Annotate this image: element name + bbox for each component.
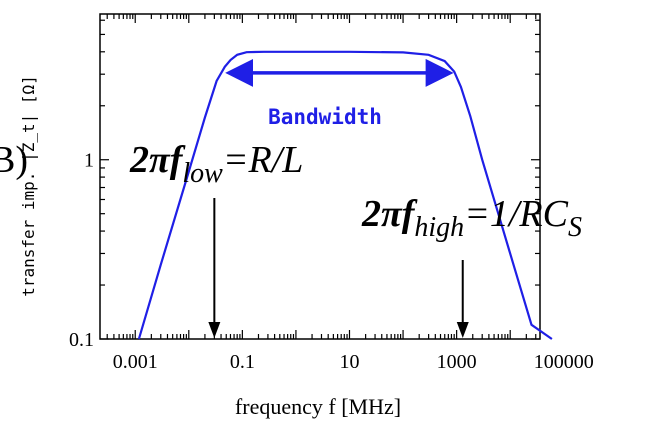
f-low-rest: =R/L <box>223 139 304 181</box>
f-high-prefix: 2π <box>361 193 403 235</box>
f-high-rest: =1/RC <box>464 193 568 235</box>
y-tick-labels: 0.11 <box>69 150 94 351</box>
x-tick-label: 0.1 <box>230 351 255 373</box>
x-tick-label: 1000 <box>437 351 477 373</box>
bandwidth-label: Bandwidth <box>268 105 382 129</box>
x-tick-label: 0.001 <box>113 351 158 373</box>
x-tick-labels: 0.001 0.1 10 1000 100000 <box>113 351 594 373</box>
f-high-rest-sub: S <box>568 212 582 243</box>
x-tick-label: 10 <box>339 351 359 373</box>
f-high-sub: high <box>414 212 464 243</box>
f-low-prefix: 2π <box>129 139 171 181</box>
y-axis-label: transfer imp. |Z_t| [Ω] <box>19 75 38 297</box>
f-high-formula: 2πfhigh=1/RCS <box>361 193 582 243</box>
left-fragment-label: B) <box>0 139 28 181</box>
f-high-arrow-head <box>457 322 469 338</box>
x-axis-label: frequency f [MHz] <box>235 394 401 419</box>
y-tick-label: 1 <box>84 150 94 172</box>
f-low-formula: 2πflow=R/L <box>129 139 303 189</box>
x-tick-label: 100000 <box>534 351 594 373</box>
f-low-sub: low <box>182 158 223 189</box>
y-tick-label: 0.1 <box>69 329 94 351</box>
f-low-arrow-head <box>208 322 220 338</box>
